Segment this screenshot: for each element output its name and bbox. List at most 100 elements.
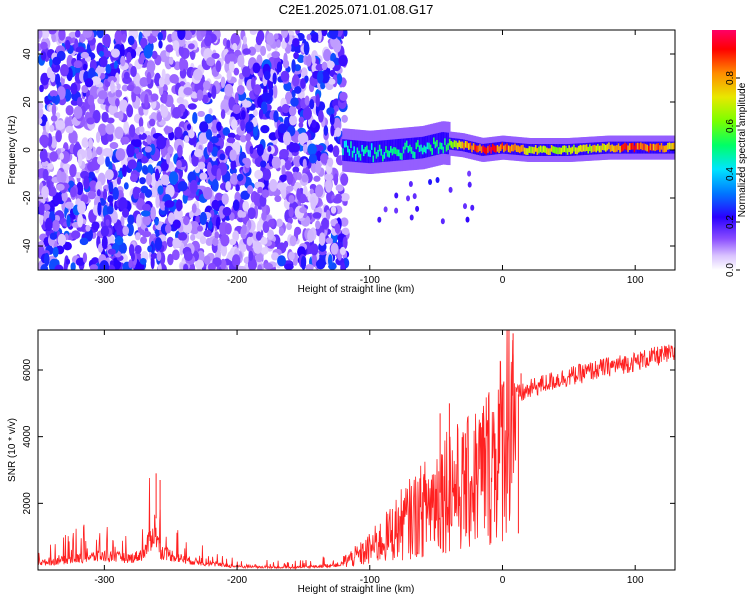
spectrogram-noise-cell xyxy=(283,81,293,92)
spectrogram-noise-cell xyxy=(330,206,337,214)
spectrogram-noise-cell xyxy=(435,177,440,184)
spectrogram-noise-cell xyxy=(241,66,251,78)
spectrogram-noise-cell xyxy=(253,193,262,207)
spectrogram-noise-cell xyxy=(288,251,295,261)
spectrogram-noise-cell xyxy=(58,30,66,41)
spectrogram-noise-cell xyxy=(274,195,282,203)
spectrogram-noise-cell xyxy=(177,30,186,41)
spectrogram-noise-cell xyxy=(317,30,322,43)
snr-background xyxy=(38,330,675,570)
spectrogram-noise-cell xyxy=(300,77,306,90)
spectrogram-noise-cell xyxy=(148,118,156,127)
spectrogram-noise-cell xyxy=(258,108,264,119)
spectrogram-noise-cell xyxy=(336,73,343,85)
spectrogram-noise-cell xyxy=(118,110,124,122)
spectrogram-noise-cell xyxy=(86,147,92,160)
spectrogram-noise-cell xyxy=(281,103,290,114)
spectrogram-noise-cell xyxy=(260,45,267,56)
spectrogram-noise-cell xyxy=(45,217,53,232)
figure-title: C2E1.2025.071.01.08.G17 xyxy=(278,2,434,17)
spectrogram-noise-cell xyxy=(102,147,112,157)
spectrogram-noise-cell xyxy=(40,72,50,86)
spectrogram-noise-cell xyxy=(138,132,148,140)
spectrogram-noise-cell xyxy=(132,139,142,148)
spectrogram-noise-cell xyxy=(229,238,237,246)
spectrogram-noise-cell xyxy=(55,183,65,191)
spectrogram-noise-cell xyxy=(82,30,93,39)
spectrogram-noise-cell xyxy=(237,173,244,181)
spectrogram-noise-cell xyxy=(80,51,89,59)
spectrogram-noise-cell xyxy=(107,248,116,255)
spectrogram-noise-cell xyxy=(102,188,108,201)
spectrogram-noise-cell xyxy=(412,193,417,200)
spectrogram-noise-cell xyxy=(136,213,142,228)
spectrogram-noise-cell xyxy=(321,61,328,71)
spectrogram-noise-cell xyxy=(156,251,162,262)
spectrogram-noise-cell xyxy=(241,224,247,235)
spectrogram-noise-cell xyxy=(276,61,283,73)
spectrogram-noise-cell xyxy=(167,253,174,266)
spectrogram-noise-cell xyxy=(135,161,143,173)
spectrogram-noise-cell xyxy=(47,162,54,170)
spectrogram-noise-cell xyxy=(195,215,201,224)
colorbar: 0.0 0.2 0.4 0.6 0.8 Normalized spectral ampl… xyxy=(712,30,748,277)
spectrogram-noise-cell xyxy=(122,208,130,218)
spectrogram-noise-cell xyxy=(253,109,258,117)
spectrogram-noise-cell xyxy=(85,225,91,232)
spectrogram-noise-cell xyxy=(77,153,83,167)
spectrogram-noise-cell xyxy=(122,225,130,236)
spectrogram-noise-cell xyxy=(114,236,124,246)
spectrogram-noise-cell xyxy=(106,205,114,215)
spectrogram-noise-cell xyxy=(168,130,175,141)
spectrogram-noise-cell xyxy=(38,117,43,125)
spectrogram-noise-cell xyxy=(38,30,43,39)
spectrogram-noise-cell xyxy=(115,89,123,98)
spectrogram-noise-cell xyxy=(311,119,317,129)
spectrogram-noise-cell xyxy=(118,99,129,113)
spectrogram-noise-cell xyxy=(86,117,95,125)
spectrogram-noise-cell xyxy=(127,35,135,46)
spectrogram-noise-cell xyxy=(230,32,241,47)
spectrogram-noise-cell xyxy=(281,165,286,178)
spectrogram-noise-cell xyxy=(49,124,55,133)
spectrogram-noise-cell xyxy=(216,121,222,132)
spectrogram-noise-cell xyxy=(287,30,295,37)
spectrogram-noise-cell xyxy=(340,217,349,227)
spectrogram-noise-cell xyxy=(329,113,335,126)
spectrogram-noise-cell xyxy=(71,230,81,240)
spectrogram-noise-cell xyxy=(40,41,48,50)
spectrogram-noise-cell xyxy=(192,68,203,81)
spectrogram-noise-cell xyxy=(266,32,275,46)
spectrogram-noise-cell xyxy=(119,44,125,58)
spectrogram-noise-cell xyxy=(96,155,105,165)
spectrogram-noise-cell xyxy=(281,30,289,39)
spectrogram-noise-cell xyxy=(96,30,104,39)
snr-y-axis-title: SNR (10 * v/v) xyxy=(7,418,18,482)
spectrogram-noise-cell xyxy=(123,182,129,190)
spectrogram-noise-cell xyxy=(178,86,186,100)
spectrogram-noise-cell xyxy=(197,225,204,232)
spectrogram-noise-cell xyxy=(39,213,44,226)
spectrogram-noise-cell xyxy=(139,257,147,265)
spectrogram-noise-cell xyxy=(87,190,97,200)
spectrogram-noise-cell xyxy=(129,124,136,138)
spectrogram-noise-cell xyxy=(310,243,319,256)
spectrogram-noise-cell xyxy=(203,186,213,200)
spectrogram-noise-cell xyxy=(155,168,160,182)
spectrogram-noise-cell xyxy=(246,184,254,195)
spectrogram-noise-cell xyxy=(328,30,339,40)
spectrogram-noise-cell xyxy=(143,44,153,59)
spectrogram-noise-cell xyxy=(323,125,329,136)
spectrogram-noise-cell xyxy=(245,121,254,133)
spectrogram-noise-cell xyxy=(107,132,114,142)
spectrogram-noise-cell xyxy=(310,196,317,211)
spectrogram-noise-cell xyxy=(406,195,411,202)
spectrogram-noise-cell xyxy=(300,67,308,79)
spectrogram-noise-cell xyxy=(222,127,231,136)
spectrogram-noise-cell xyxy=(97,202,102,216)
spectrogram-noise-cell xyxy=(41,160,49,167)
spectrogram-noise-cell xyxy=(168,56,174,65)
spectrogram-noise-cell xyxy=(201,94,209,104)
spectrogram-noise-cell xyxy=(261,211,267,221)
spectrogram-noise-cell xyxy=(222,206,232,217)
